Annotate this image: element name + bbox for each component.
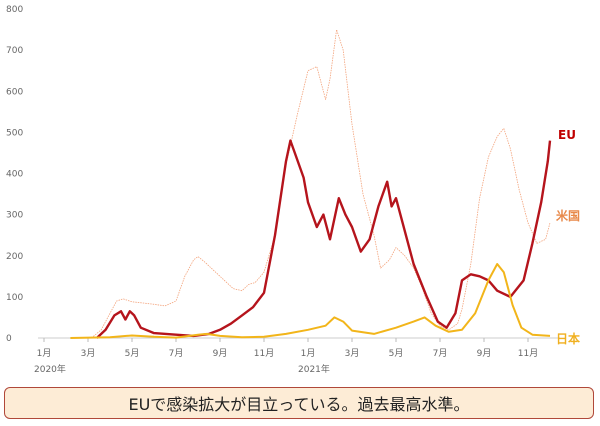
- x-tick-label: 3月: [81, 348, 96, 359]
- y-tick-label: 700: [6, 46, 23, 56]
- y-tick-label: 500: [6, 128, 23, 138]
- series-line: [83, 29, 551, 339]
- series-label: EU: [558, 128, 576, 142]
- x-tick-label: 1月: [301, 348, 316, 359]
- y-tick-label: 100: [6, 293, 23, 303]
- x-year-label: 2021年: [298, 363, 330, 375]
- x-tick-label: 9月: [213, 348, 228, 359]
- x-tick-label: 5月: [125, 348, 140, 359]
- series-line: [70, 263, 551, 339]
- x-tick-label: 1月: [37, 348, 52, 359]
- y-tick-label: 600: [6, 87, 23, 97]
- x-tick-label: 11月: [254, 348, 274, 359]
- y-axis: 0 100 200 300 400 500 600 700 800: [6, 5, 23, 344]
- series-label: 日本: [556, 331, 580, 346]
- x-tick-label: 7月: [169, 348, 184, 359]
- x-year-label: 2020年: [34, 363, 66, 375]
- y-tick-label: 300: [6, 211, 23, 221]
- series-line: [95, 139, 552, 339]
- x-axis: 1月 2020年 3月 5月 7月 9月 11月 1月 2021年 3月 5月 7月 9月 11月: [34, 337, 560, 375]
- x-tick-label: 11月: [518, 348, 538, 359]
- caption-text: EUで感染拡大が目立っている。過去最高水準。: [128, 395, 470, 414]
- series-lines: [70, 29, 552, 339]
- x-tick-label: 9月: [477, 348, 492, 359]
- x-tick-label: 7月: [433, 348, 448, 359]
- y-tick-label: 400: [6, 170, 23, 180]
- caption-box: EUで感染拡大が目立っている。過去最高水準。: [4, 387, 594, 419]
- y-tick-label: 200: [6, 252, 23, 262]
- line-chart: 0 100 200 300 400 500 600 700 800 1月 2020年 3月 5月 7月 9…: [6, 5, 580, 375]
- x-tick-label: 3月: [345, 348, 360, 359]
- y-tick-label: 0: [6, 334, 12, 344]
- x-tick-label: 5月: [389, 348, 404, 359]
- series-label: 米国: [556, 208, 580, 223]
- y-tick-label: 800: [6, 5, 23, 15]
